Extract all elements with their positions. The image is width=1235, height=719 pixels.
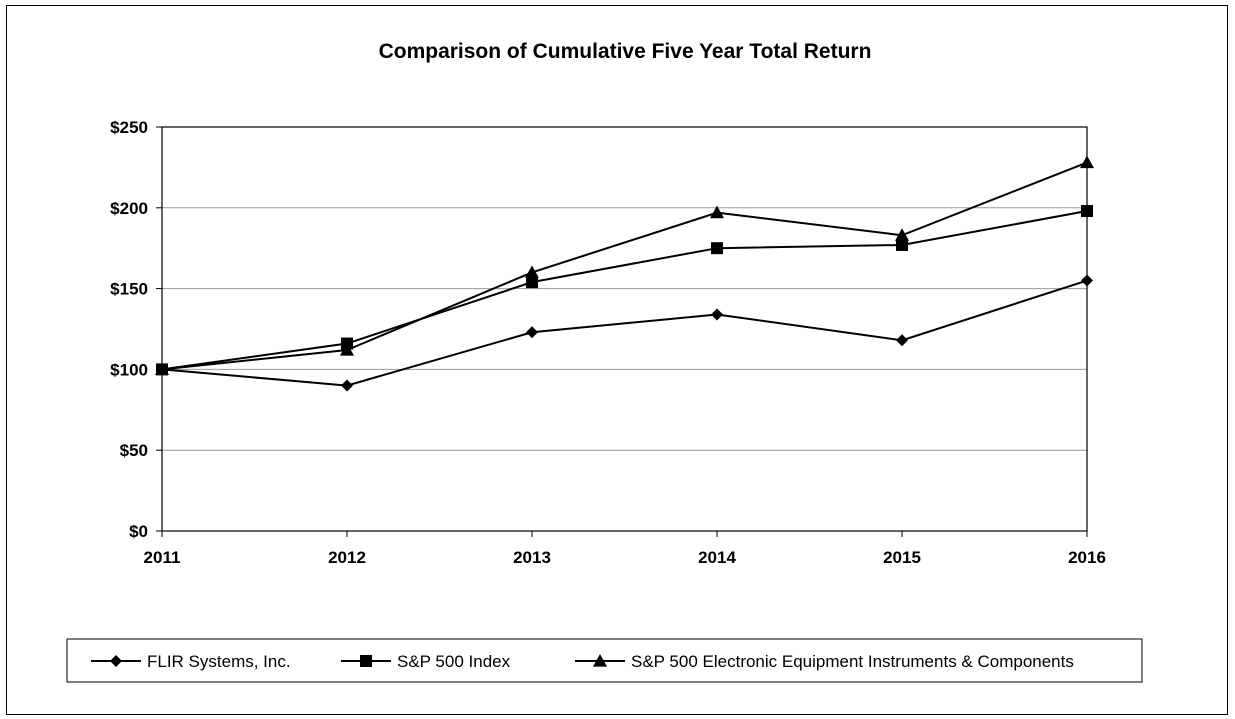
series-diamond (156, 274, 1093, 392)
line-chart: Comparison of Cumulative Five Year Total… (66, 40, 1143, 683)
y-axis: $0 $50 $100 $150 $200 $250 (110, 118, 162, 541)
legend-marker (110, 655, 122, 667)
x-axis: 2011 2012 2013 2014 2015 2016 (144, 531, 1106, 567)
legend: FLIR Systems, Inc. S&P 500 Index S&P 500 E… (66, 638, 1143, 683)
series-layer (155, 155, 1094, 392)
legend-label: S&P 500 Electronic Equipment Instruments… (631, 652, 1074, 671)
chart-frame: Comparison of Cumulative Five Year Total… (6, 5, 1228, 715)
data-point (526, 276, 538, 289)
series-square (156, 205, 1093, 376)
data-point (895, 228, 909, 241)
data-point (1081, 274, 1093, 287)
x-tick-label: 2011 (144, 548, 181, 567)
data-point (341, 379, 353, 392)
data-point (896, 238, 908, 251)
legend-item: S&P 500 Electronic Equipment Instruments… (575, 652, 1074, 671)
data-point (1080, 155, 1094, 169)
y-tick-label: $200 (110, 199, 148, 218)
y-tick-label: $150 (110, 280, 148, 299)
series-line (161, 210, 1088, 371)
legend-item: S&P 500 Index (341, 652, 511, 671)
data-point (340, 343, 354, 356)
data-point (711, 308, 723, 321)
chart-title: Comparison of Cumulative Five Year Total… (379, 40, 872, 63)
y-tick-label: $0 (129, 522, 148, 541)
series-line (161, 161, 1088, 371)
data-point (710, 205, 724, 219)
data-point (155, 362, 169, 375)
gridlines (162, 207, 1087, 451)
legend-label: S&P 500 Index (397, 652, 511, 671)
data-point (896, 334, 908, 347)
data-point (1081, 205, 1093, 218)
legend-item: FLIR Systems, Inc. (91, 652, 291, 671)
x-tick-label: 2016 (1068, 548, 1106, 567)
y-tick-label: $50 (120, 441, 148, 460)
data-point (711, 242, 723, 255)
legend-marker (593, 654, 607, 667)
x-tick-label: 2013 (513, 548, 551, 567)
series-line (161, 279, 1088, 387)
series-triangle (155, 155, 1094, 375)
data-point (525, 265, 539, 279)
x-tick-label: 2014 (698, 548, 736, 567)
y-tick-label: $250 (110, 118, 148, 137)
plot-area (161, 126, 1088, 532)
legend-marker (360, 655, 372, 667)
y-tick-label: $100 (110, 360, 148, 379)
data-point (526, 326, 538, 339)
x-tick-label: 2015 (883, 548, 921, 567)
x-tick-label: 2012 (328, 548, 366, 567)
legend-label: FLIR Systems, Inc. (147, 652, 291, 671)
